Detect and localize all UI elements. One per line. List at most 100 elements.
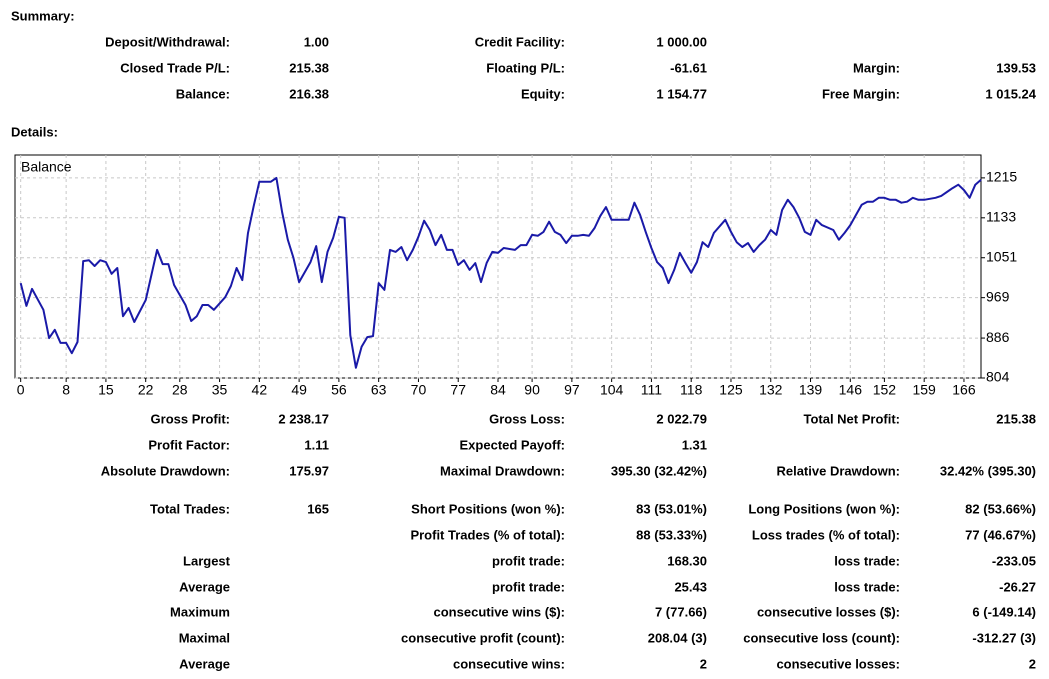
x-tick-label: 104 bbox=[600, 382, 624, 398]
field-value: -61.61 bbox=[670, 60, 707, 75]
field-label: Gross Loss: bbox=[489, 411, 565, 426]
field-label: profit trade: bbox=[492, 579, 565, 594]
field-label: Balance: bbox=[176, 86, 230, 101]
field-label: loss trade: bbox=[834, 579, 900, 594]
field-value: 165 bbox=[307, 501, 329, 516]
field-value: 7 (77.66) bbox=[655, 604, 707, 619]
x-tick-label: 35 bbox=[212, 382, 228, 398]
field-value: 215.38 bbox=[289, 60, 329, 75]
field-value: 2 bbox=[700, 656, 707, 671]
field-value: 83 (53.01%) bbox=[636, 501, 707, 516]
balance-line bbox=[19, 176, 982, 369]
field-value: 216.38 bbox=[289, 86, 329, 101]
x-tick-label: 152 bbox=[873, 382, 897, 398]
field-value: 2 022.79 bbox=[656, 411, 707, 426]
field-label: consecutive losses: bbox=[776, 656, 900, 671]
field-value: 395.30 (32.42%) bbox=[611, 463, 707, 478]
field-label: Gross Profit: bbox=[151, 411, 230, 426]
field-label: consecutive losses ($): bbox=[757, 604, 900, 619]
field-value: 1 015.24 bbox=[985, 86, 1036, 101]
field-label: Profit Trades (% of total): bbox=[410, 527, 565, 542]
x-tick-label: 70 bbox=[411, 382, 427, 398]
field-label: Long Positions (won %): bbox=[748, 501, 900, 516]
field-label: Relative Drawdown: bbox=[776, 463, 900, 478]
field-label: Average bbox=[179, 579, 230, 594]
x-tick-label: 49 bbox=[291, 382, 307, 398]
x-tick-label: 42 bbox=[252, 382, 268, 398]
legend-label: Balance bbox=[21, 159, 72, 175]
field-label: consecutive profit (count): bbox=[401, 630, 565, 645]
field-label: Maximal bbox=[179, 630, 230, 645]
x-tick-label: 90 bbox=[524, 382, 540, 398]
field-value: 1 000.00 bbox=[656, 34, 707, 49]
field-value: -26.27 bbox=[999, 579, 1036, 594]
field-label: Maximal Drawdown: bbox=[440, 463, 565, 478]
y-tick-label: 1133 bbox=[986, 209, 1016, 225]
field-value: 139.53 bbox=[996, 60, 1036, 75]
x-tick-label: 28 bbox=[172, 382, 188, 398]
y-tick-label: 886 bbox=[986, 329, 1010, 345]
x-tick-label: 166 bbox=[952, 382, 976, 398]
x-tick-label: 8 bbox=[62, 382, 70, 398]
x-tick-label: 125 bbox=[719, 382, 743, 398]
field-value: 6 (-149.14) bbox=[972, 604, 1036, 619]
section-title: Details: bbox=[11, 124, 58, 139]
field-label: Maximum bbox=[170, 604, 230, 619]
field-label: Credit Facility: bbox=[475, 34, 565, 49]
field-value: 2 bbox=[1029, 656, 1036, 671]
x-tick-label: 15 bbox=[98, 382, 114, 398]
field-label: Largest bbox=[183, 553, 231, 568]
field-label: profit trade: bbox=[492, 553, 565, 568]
field-value: -233.05 bbox=[992, 553, 1036, 568]
section-title: Summary: bbox=[11, 8, 75, 23]
field-label: Absolute Drawdown: bbox=[101, 463, 230, 478]
field-label: consecutive wins ($): bbox=[434, 604, 565, 619]
x-tick-label: 159 bbox=[912, 382, 936, 398]
x-tick-label: 77 bbox=[450, 382, 466, 398]
field-value: 77 (46.67%) bbox=[965, 527, 1036, 542]
field-value: 2 238.17 bbox=[278, 411, 329, 426]
field-label: Floating P/L: bbox=[486, 60, 565, 75]
x-tick-label: 22 bbox=[138, 382, 154, 398]
field-value: 25.43 bbox=[674, 579, 707, 594]
field-value: 1.00 bbox=[304, 34, 329, 49]
x-tick-label: 56 bbox=[331, 382, 347, 398]
x-tick-label: 97 bbox=[564, 382, 580, 398]
field-value: 1.11 bbox=[304, 437, 329, 452]
field-value: 1.31 bbox=[682, 437, 707, 452]
x-tick-label: 132 bbox=[759, 382, 783, 398]
field-label: Margin: bbox=[853, 60, 900, 75]
field-label: Expected Payoff: bbox=[460, 437, 565, 452]
field-label: Short Positions (won %): bbox=[411, 501, 565, 516]
field-value: -312.27 (3) bbox=[972, 630, 1036, 645]
x-tick-label: 118 bbox=[680, 382, 703, 398]
field-label: Average bbox=[179, 656, 230, 671]
x-tick-label: 0 bbox=[17, 382, 25, 398]
field-label: Deposit/Withdrawal: bbox=[105, 34, 230, 49]
field-value: 1 154.77 bbox=[656, 86, 707, 101]
field-label: Equity: bbox=[521, 86, 565, 101]
field-label: Total Trades: bbox=[150, 501, 230, 516]
field-label: loss trade: bbox=[834, 553, 900, 568]
y-tick-label: 1215 bbox=[986, 169, 1017, 185]
x-tick-label: 146 bbox=[839, 382, 863, 398]
field-label: Loss trades (% of total): bbox=[752, 527, 900, 542]
field-value: 88 (53.33%) bbox=[636, 527, 707, 542]
field-label: Closed Trade P/L: bbox=[120, 60, 230, 75]
y-tick-label: 1051 bbox=[986, 248, 1017, 264]
field-value: 82 (53.66%) bbox=[965, 501, 1036, 516]
field-label: Profit Factor: bbox=[148, 437, 230, 452]
x-tick-label: 111 bbox=[641, 382, 662, 398]
chart-frame bbox=[14, 154, 982, 379]
y-tick-label: 969 bbox=[986, 288, 1010, 304]
field-label: consecutive loss (count): bbox=[743, 630, 900, 645]
field-value: 215.38 bbox=[996, 411, 1036, 426]
x-tick-label: 63 bbox=[371, 382, 387, 398]
x-tick-label: 139 bbox=[799, 382, 823, 398]
y-tick-label: 804 bbox=[986, 369, 1010, 385]
field-label: Total Net Profit: bbox=[803, 411, 900, 426]
field-value: 208.04 (3) bbox=[648, 630, 707, 645]
field-label: consecutive wins: bbox=[453, 656, 565, 671]
field-value: 168.30 bbox=[667, 553, 707, 568]
